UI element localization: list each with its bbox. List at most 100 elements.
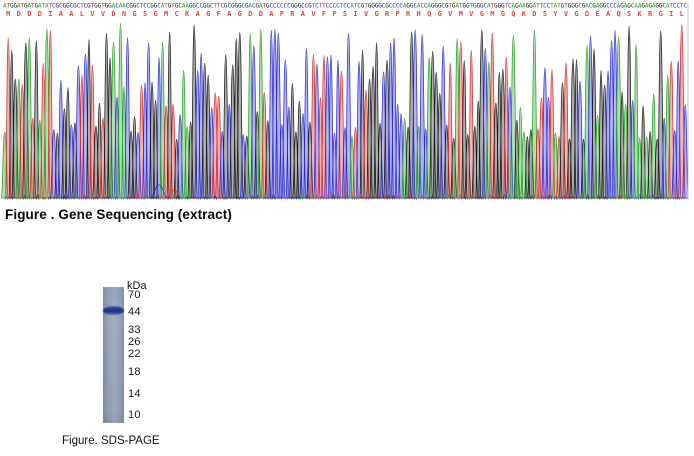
- svg-text:A: A: [596, 3, 600, 10]
- svg-text:M: M: [459, 10, 463, 18]
- svg-text:P: P: [280, 10, 284, 18]
- svg-text:C: C: [441, 3, 445, 10]
- svg-text:G: G: [452, 3, 456, 10]
- protein-band-44kda: [103, 306, 124, 315]
- svg-text:T: T: [354, 3, 358, 10]
- svg-text:G: G: [473, 3, 477, 10]
- svg-text:C: C: [343, 3, 347, 10]
- svg-text:G: G: [571, 3, 575, 10]
- gel-marker-label: 10: [128, 409, 141, 421]
- svg-text:A: A: [403, 3, 407, 10]
- svg-text:G: G: [374, 10, 378, 18]
- svg-text:S: S: [143, 10, 147, 18]
- svg-text:T: T: [31, 3, 35, 10]
- svg-text:C: C: [613, 3, 617, 10]
- svg-text:A: A: [248, 3, 252, 10]
- svg-text:G: G: [375, 3, 379, 10]
- svg-text:K: K: [185, 10, 190, 18]
- gel-lane: [103, 287, 124, 423]
- svg-text:C: C: [77, 3, 81, 10]
- svg-text:G: G: [648, 3, 652, 10]
- svg-text:C: C: [287, 3, 291, 10]
- svg-text:A: A: [606, 10, 611, 18]
- svg-text:K: K: [638, 10, 643, 18]
- svg-text:G: G: [238, 3, 242, 10]
- gel-marker-label: 14: [128, 388, 141, 400]
- svg-text:G: G: [266, 3, 270, 10]
- svg-text:A: A: [112, 3, 116, 10]
- svg-text:C: C: [483, 3, 487, 10]
- gel-marker-label: 33: [128, 324, 141, 336]
- svg-text:G: G: [203, 3, 207, 10]
- svg-text:D: D: [27, 10, 31, 18]
- svg-text:C: C: [196, 3, 200, 10]
- svg-text:G: G: [501, 10, 505, 18]
- svg-text:G: G: [406, 3, 410, 10]
- svg-text:T: T: [101, 3, 105, 10]
- svg-text:F: F: [217, 10, 221, 18]
- svg-text:C: C: [252, 3, 256, 10]
- svg-text:C: C: [315, 3, 319, 10]
- svg-text:Y: Y: [553, 10, 558, 18]
- svg-text:V: V: [364, 10, 369, 18]
- svg-text:G: G: [291, 3, 295, 10]
- svg-text:G: G: [466, 3, 470, 10]
- svg-text:G: G: [129, 3, 133, 10]
- svg-text:C: C: [143, 3, 147, 10]
- svg-text:C: C: [84, 3, 88, 10]
- svg-text:C: C: [333, 3, 337, 10]
- svg-text:A: A: [519, 3, 523, 10]
- svg-text:G: G: [13, 3, 17, 10]
- svg-text:T: T: [550, 3, 554, 10]
- svg-text:A: A: [585, 3, 589, 10]
- svg-text:T: T: [491, 3, 495, 10]
- svg-text:G: G: [498, 3, 502, 10]
- svg-text:C: C: [547, 3, 551, 10]
- svg-text:C: C: [610, 3, 614, 10]
- svg-text:G: G: [298, 3, 302, 10]
- svg-text:C: C: [126, 3, 130, 10]
- svg-text:C: C: [157, 3, 161, 10]
- svg-text:G: G: [153, 10, 157, 18]
- svg-text:A: A: [533, 3, 537, 10]
- svg-text:G: G: [105, 3, 109, 10]
- svg-text:A: A: [119, 3, 123, 10]
- svg-text:C: C: [389, 3, 393, 10]
- svg-text:C: C: [301, 3, 305, 10]
- svg-text:T: T: [680, 3, 684, 10]
- svg-text:R: R: [406, 10, 411, 18]
- svg-text:G: G: [175, 3, 179, 10]
- svg-text:A: A: [45, 3, 49, 10]
- svg-text:K: K: [522, 10, 527, 18]
- svg-text:L: L: [680, 10, 684, 18]
- svg-text:C: C: [589, 3, 593, 10]
- svg-text:C: C: [284, 3, 288, 10]
- svg-text:A: A: [645, 3, 649, 10]
- svg-text:G: G: [431, 3, 435, 10]
- svg-text:R: R: [648, 10, 653, 18]
- svg-text:C: C: [277, 3, 281, 10]
- svg-text:V: V: [90, 10, 95, 18]
- svg-text:C: C: [543, 3, 547, 10]
- svg-text:T: T: [669, 3, 673, 10]
- svg-text:G: G: [168, 3, 172, 10]
- svg-text:T: T: [20, 3, 24, 10]
- svg-text:C: C: [424, 3, 428, 10]
- svg-text:G: G: [620, 3, 624, 10]
- svg-text:R: R: [290, 10, 295, 18]
- svg-text:A: A: [182, 3, 186, 10]
- svg-text:C: C: [175, 10, 179, 18]
- svg-text:S: S: [543, 10, 547, 18]
- svg-text:C: C: [673, 3, 677, 10]
- svg-text:G: G: [378, 3, 382, 10]
- svg-text:A: A: [522, 3, 526, 10]
- svg-text:A: A: [487, 3, 491, 10]
- svg-text:G: G: [582, 3, 586, 10]
- svg-text:G: G: [438, 3, 442, 10]
- svg-text:C: C: [676, 3, 680, 10]
- svg-text:T: T: [564, 3, 568, 10]
- svg-text:G: G: [189, 3, 193, 10]
- svg-text:Q: Q: [616, 10, 620, 18]
